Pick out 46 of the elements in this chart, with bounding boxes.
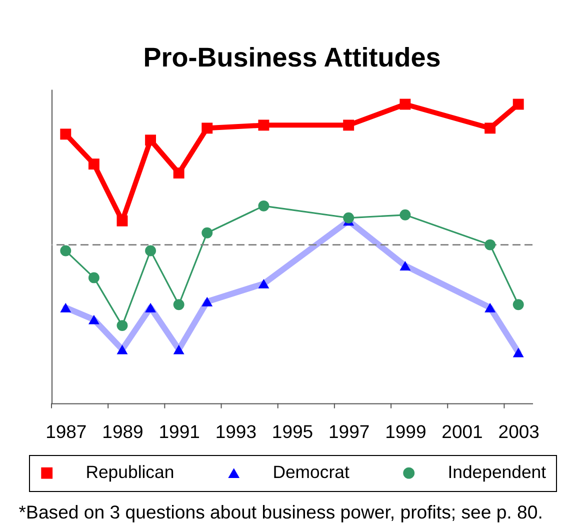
- point: [88, 158, 100, 170]
- chart-title: Pro-Business Attitudes: [143, 42, 441, 72]
- x-tick-label: 1991: [158, 420, 200, 442]
- point: [116, 344, 128, 354]
- x-tick-label: 1987: [46, 420, 87, 442]
- point: [88, 272, 100, 284]
- x-tick-label: 1999: [385, 420, 426, 442]
- point: [145, 134, 156, 146]
- legend-label: Democrat: [272, 462, 350, 482]
- point: [258, 120, 270, 131]
- point: [202, 296, 213, 306]
- point: [202, 227, 213, 238]
- point: [116, 215, 128, 226]
- point: [400, 209, 411, 220]
- point: [400, 98, 411, 110]
- point: [484, 302, 496, 312]
- x-tick-label: 1997: [328, 420, 370, 442]
- point: [116, 320, 128, 332]
- point: [258, 200, 270, 212]
- point: [343, 212, 354, 224]
- point: [173, 344, 184, 354]
- legend-label: Independent: [448, 462, 546, 482]
- point: [512, 348, 524, 358]
- x-tick-label: 1993: [215, 420, 256, 442]
- text: *Based on 3 questions about business power, profits; see p. 80.: [18, 501, 543, 522]
- point: [173, 168, 184, 179]
- point: [343, 120, 354, 131]
- x-tick-label: 1989: [102, 420, 144, 442]
- point: [512, 299, 524, 310]
- point: [258, 278, 270, 288]
- point: [60, 245, 72, 256]
- point: [484, 239, 496, 250]
- point: [202, 122, 213, 134]
- x-tick-label: 1995: [272, 420, 314, 442]
- point: [145, 302, 156, 312]
- point: [145, 245, 156, 256]
- x-tick-label: 2001: [442, 420, 483, 442]
- point: [60, 128, 72, 140]
- point: [400, 260, 411, 270]
- point: [60, 302, 72, 312]
- legend-label: Republican: [86, 462, 174, 482]
- point: [512, 98, 524, 110]
- point: [173, 299, 184, 310]
- x-tick-label: 2003: [498, 420, 540, 442]
- point: [88, 314, 100, 324]
- point: [484, 122, 496, 134]
